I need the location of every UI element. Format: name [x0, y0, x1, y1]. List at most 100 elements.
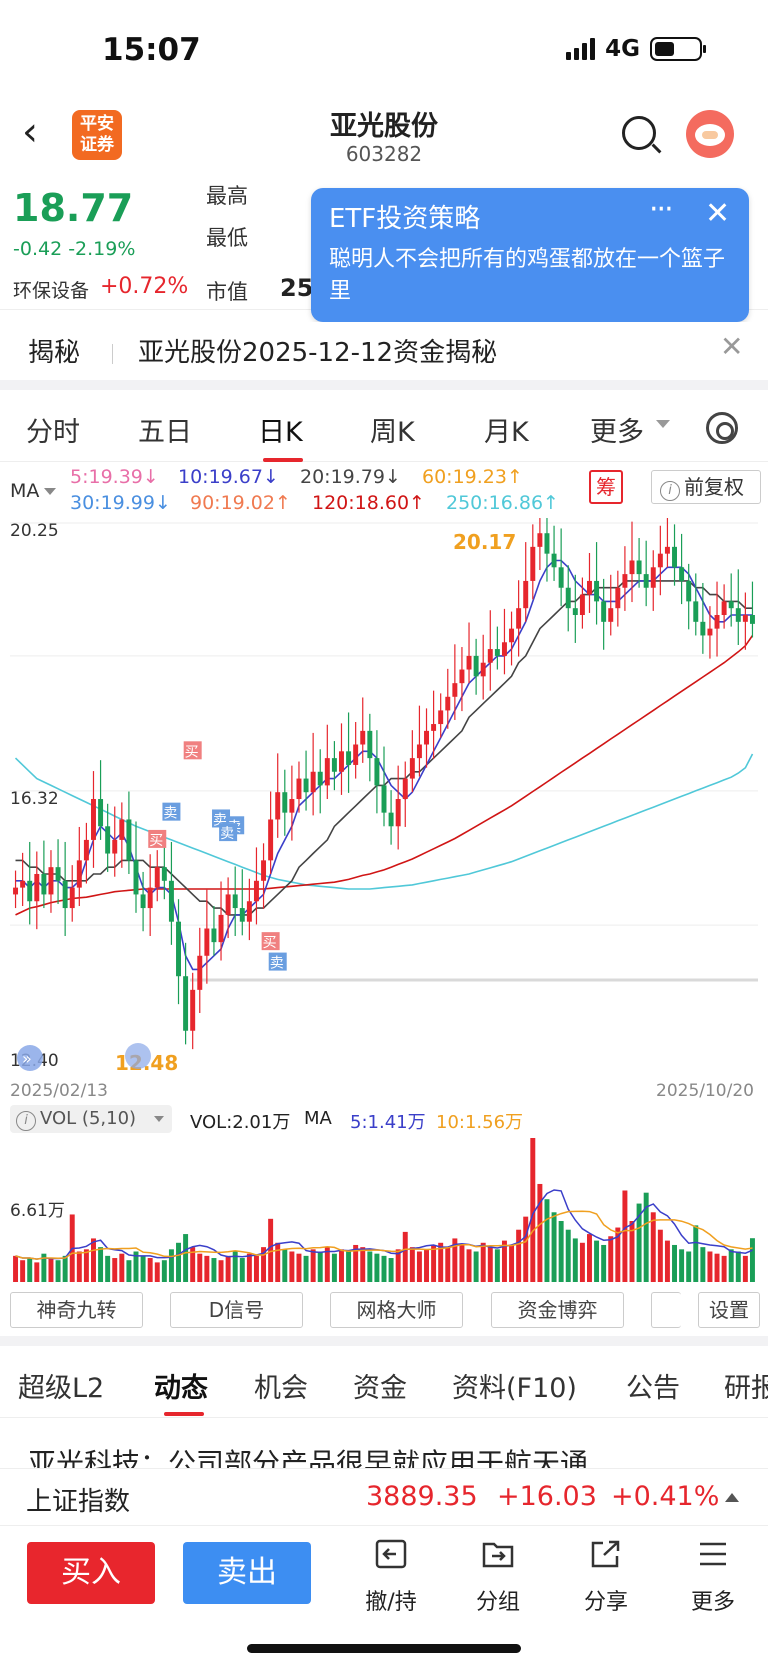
search-icon[interactable]: [622, 116, 656, 150]
volume-bar: [91, 1238, 96, 1282]
close-icon[interactable]: ✕: [720, 330, 744, 363]
stock-name: 亚光股份: [330, 111, 438, 142]
low-label: 最低: [206, 226, 248, 250]
candle-body: [310, 771, 316, 793]
sector-name[interactable]: 环保设备: [13, 280, 90, 302]
volume-bar: [83, 1249, 89, 1282]
close-icon[interactable]: ✕: [705, 196, 731, 231]
cancel-hold-button[interactable]: 撤/持: [351, 1538, 431, 1616]
candle-body: [246, 901, 252, 922]
candle-body: [565, 587, 571, 609]
volume-bar: [62, 1255, 68, 1282]
news-item-title[interactable]: 亚光科技：公司部分产品很早就应用于航天通: [28, 1447, 589, 1468]
magic-nine-button[interactable]: 神奇九转: [10, 1292, 143, 1328]
reveal-text[interactable]: 亚光股份2025-12-12资金揭秘: [138, 338, 498, 368]
expand-icon[interactable]: [17, 1045, 43, 1071]
d-signal-button[interactable]: D信号: [170, 1292, 303, 1328]
date-end-label: 2025/10/20: [656, 1081, 754, 1101]
candle-body: [20, 880, 26, 888]
chevron-up-icon[interactable]: [725, 1493, 739, 1502]
more-label: 更多: [690, 1590, 735, 1615]
candle-body: [176, 921, 181, 977]
volume-bar: [402, 1231, 408, 1282]
ma-selector[interactable]: MA: [10, 480, 40, 502]
index-percent: +0.41%: [611, 1481, 720, 1512]
candle-body: [239, 908, 245, 922]
volume-bar: [246, 1253, 252, 1282]
sell-button[interactable]: 卖出: [183, 1542, 311, 1604]
volume-ma10: 10:1.56万: [436, 1112, 524, 1133]
candle-body: [204, 928, 210, 956]
index-ticker[interactable]: 上证指数 3889.35 +16.03 +0.41%: [0, 1468, 768, 1526]
tab-more[interactable]: 更多: [590, 417, 644, 448]
candle-body: [353, 744, 359, 765]
kline-chart[interactable]: 20.25 16.32 12.40 2025/02/13 2025/10/20 …: [0, 518, 768, 1108]
adjust-button[interactable]: i 前复权: [651, 470, 761, 504]
home-indicator[interactable]: [247, 1644, 521, 1653]
volume-bar: [523, 1216, 529, 1282]
tab-f10[interactable]: 资料(F10): [452, 1373, 577, 1404]
signal-box: [148, 829, 167, 848]
max-price-marker: 20.17: [453, 530, 516, 554]
volume-bar: [176, 1242, 181, 1282]
volume-bar: [20, 1260, 26, 1282]
volume-bar: [742, 1255, 748, 1282]
tab-five-day[interactable]: 五日: [138, 417, 192, 448]
broker-logo[interactable]: 平安 证券: [72, 110, 122, 160]
fund-reveal-bar[interactable]: 揭秘 亚光股份2025-12-12资金揭秘 ✕: [0, 322, 768, 378]
buy-button[interactable]: 买入: [27, 1542, 155, 1604]
share-button[interactable]: 分享: [566, 1538, 646, 1616]
fund-game-button[interactable]: 资金博弈: [491, 1292, 624, 1328]
volume-bar: [714, 1253, 720, 1282]
tab-monthly-k[interactable]: 月K: [484, 417, 529, 448]
candle-body: [154, 867, 160, 888]
grid-master-button[interactable]: 网格大师: [330, 1292, 463, 1328]
ma250-value: 250:16.86↑: [446, 492, 559, 514]
avatar[interactable]: [686, 110, 734, 158]
candle-body: [530, 546, 536, 581]
chip-distribution-button[interactable]: 筹: [589, 470, 623, 504]
candle-body: [544, 533, 550, 554]
candle-body: [509, 628, 515, 643]
volume-chart[interactable]: 6.61万: [0, 1134, 768, 1284]
candle-body: [275, 792, 281, 820]
ma-legend: MA 5:19.39↓ 10:19.67↓ 20:19.79↓ 60:19.23…: [0, 464, 768, 518]
tab-opportunity[interactable]: 机会: [254, 1373, 308, 1404]
tab-intraday[interactable]: 分时: [26, 417, 80, 448]
volume-bar: [480, 1242, 486, 1282]
tab-reports[interactable]: 研报: [724, 1373, 768, 1404]
section-divider: [0, 380, 768, 390]
gear-icon[interactable]: [706, 412, 738, 444]
adjust-label: 前复权: [684, 475, 744, 499]
last-price: 18.77: [13, 186, 134, 230]
reveal-label: 揭秘: [28, 338, 81, 368]
tool-settings-button[interactable]: 设置: [698, 1292, 760, 1328]
active-tab-indicator: [164, 1412, 204, 1416]
candle-body: [424, 730, 429, 745]
candle-body: [601, 601, 607, 622]
volume-bar: [544, 1199, 550, 1282]
volume-bar: [147, 1258, 153, 1282]
candle-body: [742, 615, 748, 622]
tab-weekly-k[interactable]: 周K: [370, 417, 415, 448]
more-icon[interactable]: ···: [649, 192, 674, 227]
volume-bar: [416, 1251, 422, 1282]
group-button[interactable]: 分组: [458, 1538, 538, 1616]
volume-selector[interactable]: i VOL (5,10): [10, 1105, 172, 1133]
back-button[interactable]: ‹: [22, 109, 38, 155]
candle-body: [76, 860, 82, 888]
tool-button-partial[interactable]: [651, 1292, 681, 1328]
volume-bar: [672, 1244, 677, 1282]
tab-funds[interactable]: 资金: [353, 1373, 407, 1404]
candle-body: [69, 887, 75, 909]
tab-announcements[interactable]: 公告: [626, 1373, 680, 1404]
candle-body: [261, 860, 267, 881]
tab-super-l2[interactable]: 超级L2: [18, 1373, 105, 1404]
tab-daily-k[interactable]: 日K: [258, 417, 303, 448]
event-badge[interactable]: [125, 1043, 151, 1069]
more-button[interactable]: 更多: [673, 1538, 753, 1616]
volume-bar: [204, 1255, 210, 1282]
volume-bar: [339, 1249, 344, 1282]
tab-news[interactable]: 动态: [154, 1373, 208, 1404]
etf-strategy-popup[interactable]: ETF投资策略 聪明人不会把所有的鸡蛋都放在一个篮子里 ··· ✕: [311, 188, 749, 322]
